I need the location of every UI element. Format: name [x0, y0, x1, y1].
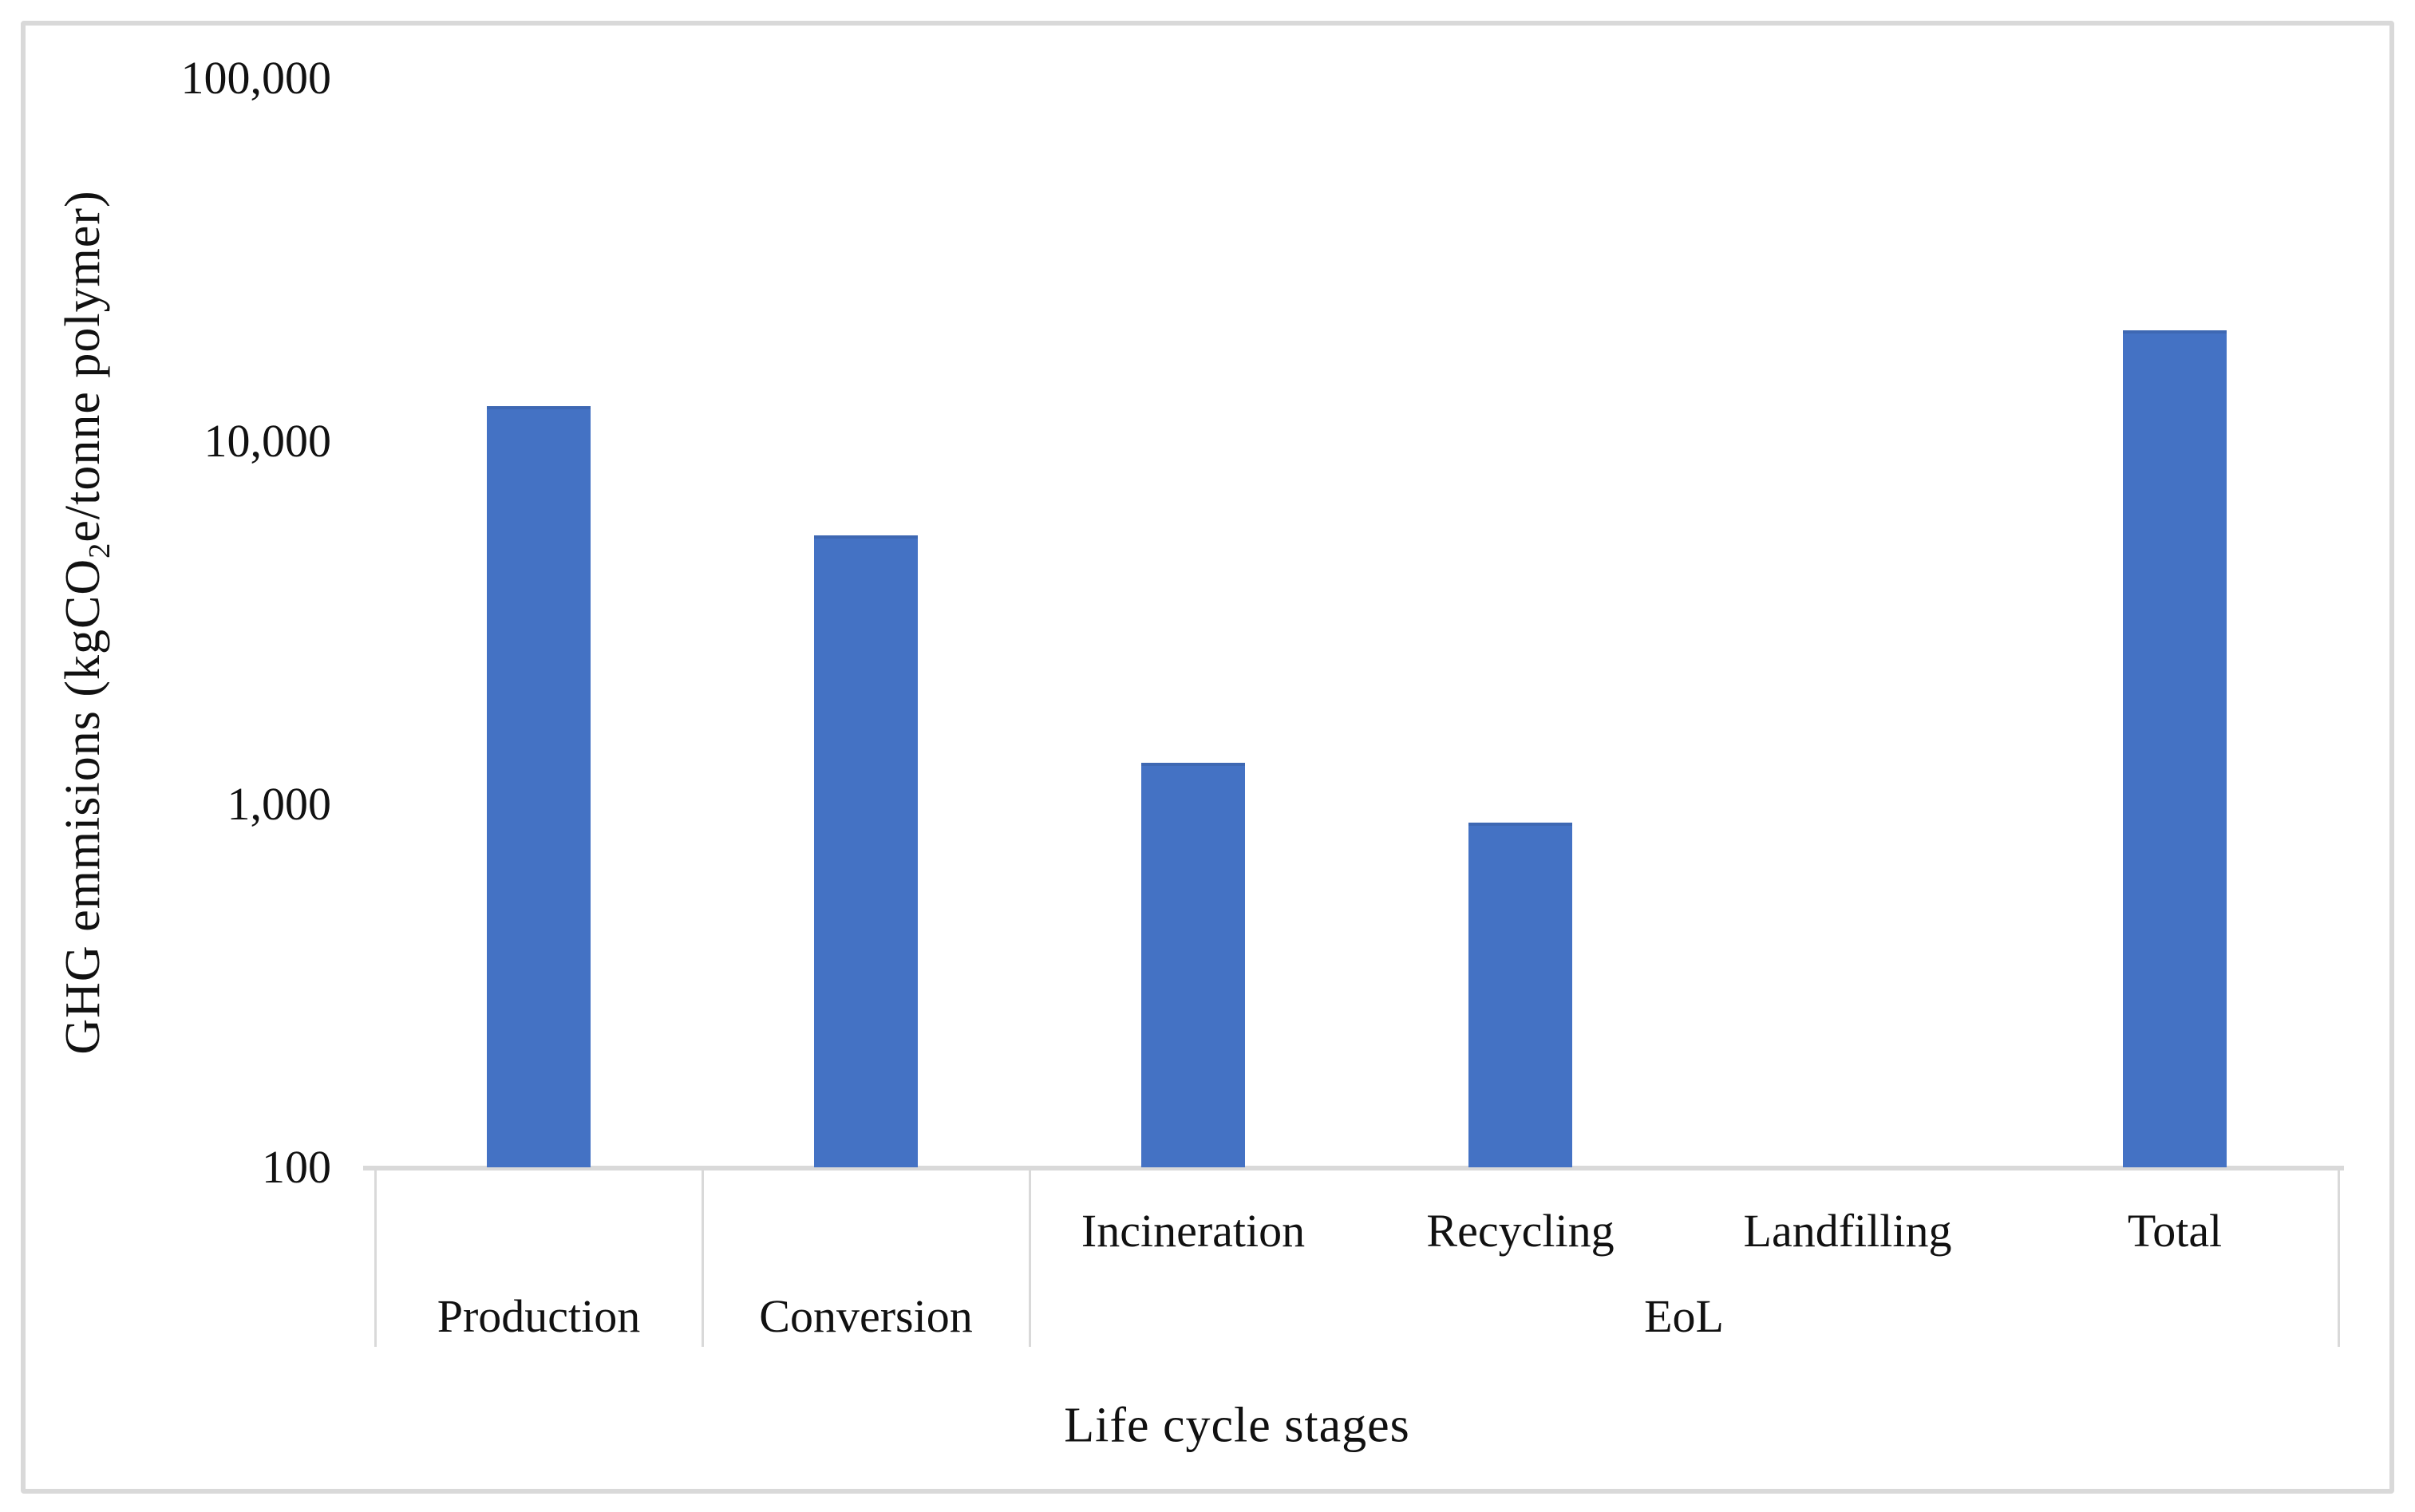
y-tick-label-100000: 100,000 — [180, 52, 332, 104]
category-separator — [1028, 1167, 1031, 1347]
x-axis-line — [363, 1166, 2344, 1171]
category-separator — [374, 1167, 377, 1347]
category-label-production: Production — [437, 1290, 641, 1342]
bar-total — [2123, 330, 2227, 1167]
category-label-conversion: Conversion — [759, 1290, 973, 1342]
category-label-landfilling: Landfilling — [1743, 1205, 1952, 1257]
x-axis-title: Life cycle stages — [1064, 1398, 1410, 1453]
bar-incineration — [1141, 763, 1245, 1167]
y-tick-label-10000: 10,000 — [204, 415, 332, 467]
y-axis-title-text-2: e/tonne polymer) — [55, 190, 110, 543]
y-tick-label-100: 100 — [262, 1141, 331, 1193]
y-tick-label-1000: 1,000 — [227, 778, 332, 830]
category-separator — [701, 1167, 704, 1347]
category-label-incineration: Incineration — [1081, 1205, 1306, 1257]
bar-production — [487, 405, 591, 1167]
category-label-total: Total — [2127, 1205, 2223, 1257]
category-group-label-eol: EoL — [1644, 1290, 1724, 1342]
y-axis-title-subscript: 2 — [83, 542, 117, 559]
category-separator — [2337, 1167, 2340, 1347]
bar-recycling — [1468, 823, 1572, 1167]
figure-border — [21, 21, 2394, 1494]
y-axis-title: GHG emmisions (kgCO2e/tonne polymer) — [55, 190, 117, 1054]
bar-conversion — [814, 535, 918, 1167]
category-label-recycling: Recycling — [1426, 1205, 1615, 1257]
